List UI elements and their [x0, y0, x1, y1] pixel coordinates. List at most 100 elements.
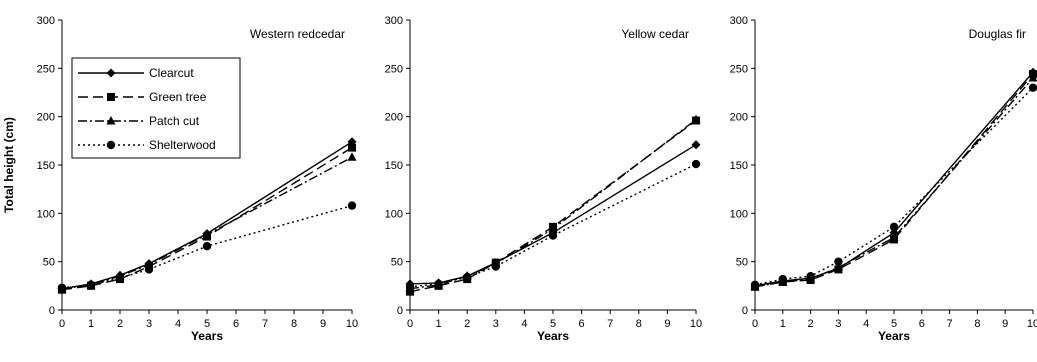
data-point [347, 152, 357, 161]
x-tick-label: 2 [464, 318, 470, 330]
chart-panel-2: 0 50 100 150 200 250 300 0 1 2 3 4 5 6 7 8 9 10 Years Yello… [385, 15, 702, 343]
y-tick-label: 0 [397, 305, 403, 317]
y-tick-label: 250 [385, 63, 403, 75]
series-patch-cut [750, 73, 1037, 291]
x-tick-label: 0 [407, 318, 413, 330]
series-clearcut [57, 137, 357, 294]
x-tick-label: 3 [146, 318, 152, 330]
data-point [491, 262, 500, 271]
x-axis-label: Years [878, 329, 910, 343]
data-point [691, 114, 701, 124]
series-shelterwood [750, 83, 1037, 290]
x-axis-label: Years [191, 329, 223, 343]
y-tick-label: 50 [736, 257, 748, 269]
series-line [409, 119, 697, 290]
x-tick-label: 5 [891, 318, 897, 330]
x-tick-label: 4 [521, 318, 527, 330]
x-tick-label: 10 [1027, 318, 1037, 330]
x-tick-label: 7 [607, 318, 613, 330]
data-point [348, 143, 356, 152]
y-tick-label: 300 [37, 15, 55, 27]
x-tick-label: 10 [690, 318, 702, 330]
series-patch-cut [57, 152, 357, 293]
series-patch-cut [405, 114, 701, 293]
x-axis-label: Years [537, 329, 569, 343]
data-point [691, 159, 701, 169]
y-tick-label: 100 [385, 208, 403, 220]
series-green-tree [406, 116, 700, 296]
data-point [691, 140, 701, 150]
series-line [754, 71, 1034, 287]
series-green-tree [58, 143, 356, 294]
x-tick-label: 6 [233, 318, 239, 330]
y-tick-label: 150 [385, 160, 403, 172]
series-line [61, 141, 353, 290]
x-tick-label: 1 [88, 318, 94, 330]
x-tick-label: 1 [780, 318, 786, 330]
series-line [754, 73, 1034, 288]
y-tick-label: 0 [49, 305, 55, 317]
y-tick-label: 50 [43, 257, 55, 269]
data-point [57, 283, 67, 292]
data-point [889, 232, 899, 241]
y-axis-label: Total height (cm) [2, 117, 16, 213]
y-tick-label: 300 [385, 15, 403, 27]
x-tick-label: 4 [863, 318, 869, 330]
y-tick-label: 250 [730, 63, 748, 75]
data-point [202, 242, 212, 251]
series-line [61, 204, 353, 289]
panel-title: Yellow cedar [621, 27, 689, 41]
x-tick-label: 4 [175, 318, 181, 330]
x-tick-label: 10 [346, 318, 358, 330]
legend-marker [106, 68, 116, 78]
x-tick-label: 0 [752, 318, 758, 330]
data-point [144, 265, 154, 274]
series-green-tree [751, 70, 1037, 291]
data-point [1028, 73, 1037, 82]
x-tick-label: 0 [59, 318, 65, 330]
data-point [405, 282, 415, 291]
x-tick-label: 3 [835, 318, 841, 330]
legend-marker [106, 116, 116, 125]
legend-entry-label: Green tree [149, 90, 207, 104]
series-clearcut [750, 67, 1037, 291]
chart-panel-3: 0 50 100 150 200 250 300 0 1 2 3 4 5 6 7 8 9 10 Years Dougl… [730, 15, 1037, 343]
y-tick-label: 250 [37, 63, 55, 75]
x-tick-label: 8 [636, 318, 642, 330]
y-tick-label: 0 [742, 305, 748, 317]
y-tick-label: 100 [37, 208, 55, 220]
data-point [834, 257, 843, 266]
x-tick-label: 9 [1002, 318, 1008, 330]
y-tick-label: 300 [730, 15, 748, 27]
x-tick-label: 7 [947, 318, 953, 330]
data-point [115, 273, 125, 283]
legend-entry-label: Shelterwood [149, 138, 216, 152]
data-point [889, 222, 899, 232]
data-point [463, 272, 472, 282]
y-tick-label: 200 [385, 112, 403, 124]
legend: Clearcut Green tree Patch cut Shelterwood [71, 57, 241, 159]
series-shelterwood [405, 159, 701, 291]
x-tick-label: 8 [291, 318, 297, 330]
x-tick-label: 5 [204, 318, 210, 330]
data-point [86, 280, 96, 290]
y-tick-label: 200 [37, 112, 55, 124]
x-tick-label: 8 [974, 318, 980, 330]
data-point [202, 229, 212, 239]
x-tick-label: 6 [919, 318, 925, 330]
legend-marker [106, 140, 116, 150]
x-tick-label: 2 [808, 318, 814, 330]
series-clearcut [405, 140, 701, 289]
legend-marker [107, 93, 115, 101]
legend-entry-label: Patch cut [149, 114, 200, 128]
data-point [1028, 83, 1037, 92]
data-point [750, 280, 760, 290]
y-tick-label: 150 [730, 160, 748, 172]
x-tick-label: 1 [436, 318, 442, 330]
panel-title: Douglas fir [969, 27, 1026, 41]
chart-panel-1: 0 50 100 150 200 250 300 0 1 2 3 4 5 6 7 8 9 10 Years Weste… [37, 15, 358, 343]
legend-box [71, 57, 241, 159]
x-tick-label: 3 [493, 318, 499, 330]
data-point [548, 223, 558, 233]
x-tick-label: 9 [664, 318, 670, 330]
